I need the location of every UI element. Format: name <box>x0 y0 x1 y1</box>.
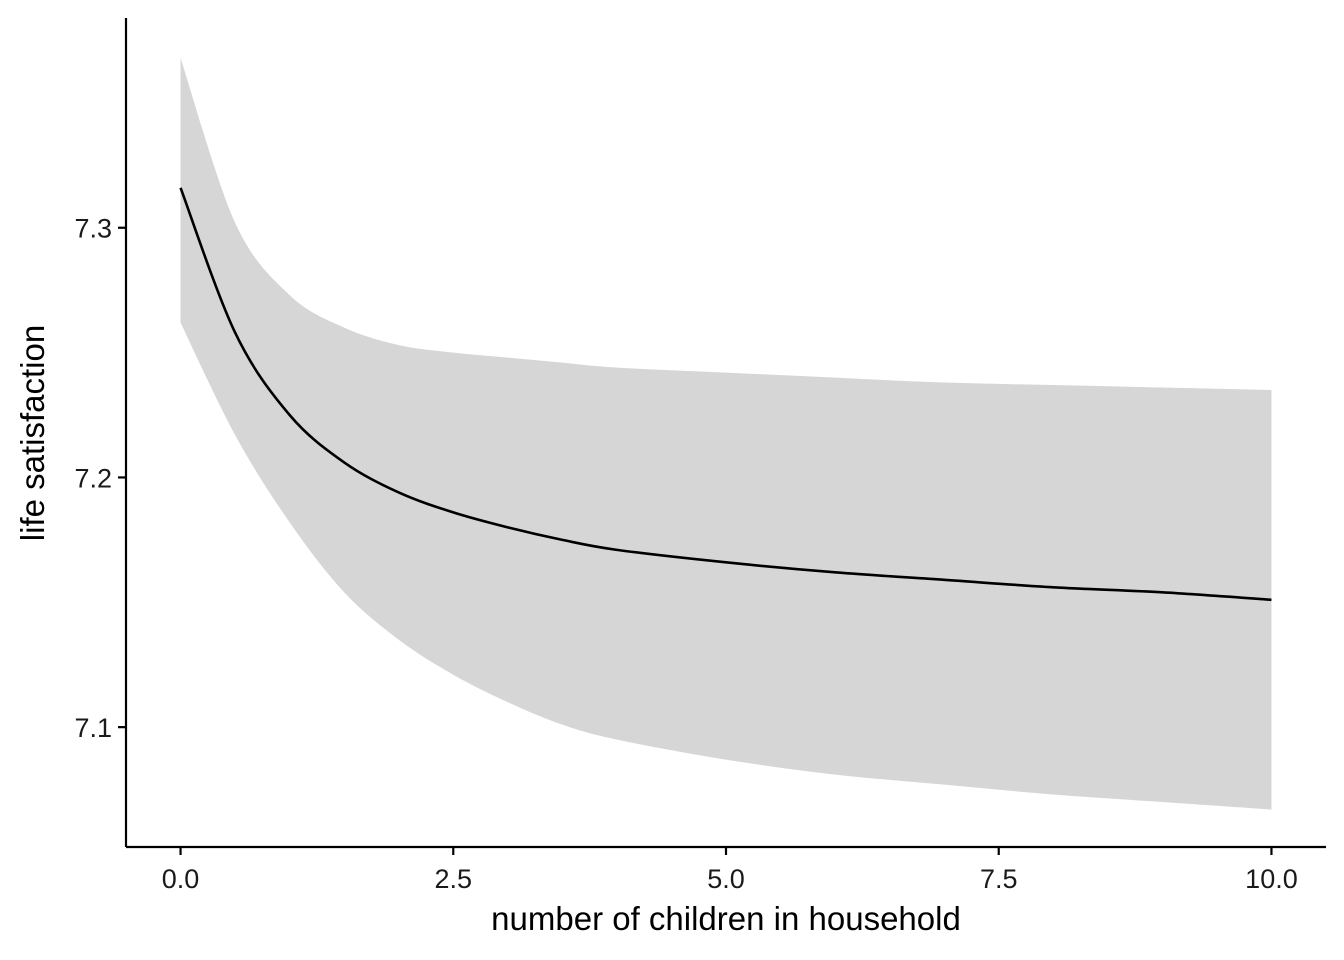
fit-line-layer <box>179 187 1272 602</box>
confidence-band-layer <box>180 57 1272 810</box>
x-tick-label: 0.0 <box>162 864 200 894</box>
y-tick-label: 7.1 <box>74 713 112 743</box>
y-tick-label: 7.2 <box>74 463 112 493</box>
x-tick-label: 7.5 <box>980 864 1018 894</box>
x-tick-label: 5.0 <box>707 864 745 894</box>
ticks: 0.0 2.5 5.0 7.5 10.0 7.1 7.2 7.3 <box>74 214 1297 894</box>
x-tick-label: 2.5 <box>434 864 472 894</box>
confidence-band <box>180 57 1272 810</box>
fit-line <box>179 187 1272 602</box>
x-tick-label: 10.0 <box>1245 864 1298 894</box>
y-axis-title: life satisfaction <box>14 325 51 541</box>
y-tick-label: 7.3 <box>74 214 112 244</box>
x-axis-title: number of children in household <box>491 900 961 937</box>
